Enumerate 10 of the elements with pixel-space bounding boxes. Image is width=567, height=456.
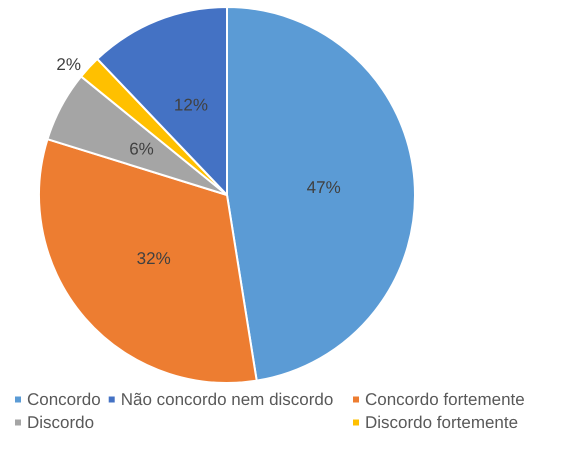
data-label: 6% bbox=[129, 140, 154, 159]
data-label: 32% bbox=[136, 249, 171, 268]
legend-label: Discordo bbox=[27, 413, 94, 432]
legend-label: Concordo bbox=[27, 390, 101, 409]
legend-label: Discordo fortemente bbox=[365, 413, 518, 432]
legend-label: Concordo fortemente bbox=[365, 390, 525, 409]
data-label: 47% bbox=[306, 178, 341, 197]
data-label: 12% bbox=[174, 95, 208, 114]
legend-label: Não concordo nem discordo bbox=[120, 390, 334, 409]
data-label: 2% bbox=[56, 55, 81, 74]
